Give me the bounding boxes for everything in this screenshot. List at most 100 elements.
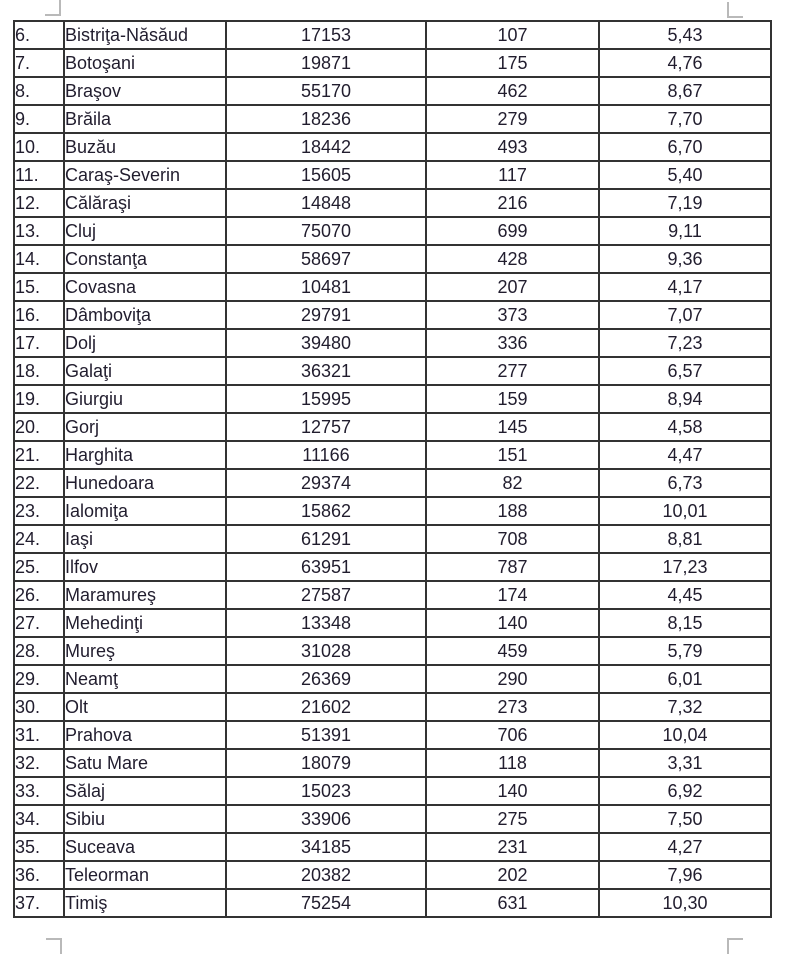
county-name-cell: Dolj xyxy=(63,328,227,358)
value-b-cell: 787 xyxy=(425,552,600,582)
value-c-cell: 17,23 xyxy=(598,552,772,582)
table-row: 6. Bistriţa-Năsăud 17153 107 5,43 xyxy=(13,20,772,50)
row-number-cell: 27. xyxy=(13,608,65,638)
row-number-cell: 33. xyxy=(13,776,65,806)
row-number-cell: 35. xyxy=(13,832,65,862)
county-name-cell: Hunedoara xyxy=(63,468,227,498)
value-c-cell: 4,47 xyxy=(598,440,772,470)
value-c-cell: 5,40 xyxy=(598,160,772,190)
row-number-cell: 31. xyxy=(13,720,65,750)
table-row: 20. Gorj 12757 145 4,58 xyxy=(13,412,772,442)
county-name-cell: Ialomiţa xyxy=(63,496,227,526)
row-number-cell: 7. xyxy=(13,48,65,78)
value-a-cell: 19871 xyxy=(225,48,427,78)
row-number-cell: 16. xyxy=(13,300,65,330)
row-number-cell: 22. xyxy=(13,468,65,498)
value-a-cell: 61291 xyxy=(225,524,427,554)
row-number-cell: 30. xyxy=(13,692,65,722)
value-b-cell: 174 xyxy=(425,580,600,610)
table-row: 13. Cluj 75070 699 9,11 xyxy=(13,216,772,246)
table-row: 17. Dolj 39480 336 7,23 xyxy=(13,328,772,358)
county-name-cell: Suceava xyxy=(63,832,227,862)
county-name-cell: Buzău xyxy=(63,132,227,162)
row-number-cell: 12. xyxy=(13,188,65,218)
county-name-cell: Prahova xyxy=(63,720,227,750)
value-a-cell: 11166 xyxy=(225,440,427,470)
row-number-cell: 17. xyxy=(13,328,65,358)
value-c-cell: 4,58 xyxy=(598,412,772,442)
value-a-cell: 15862 xyxy=(225,496,427,526)
table-row: 15. Covasna 10481 207 4,17 xyxy=(13,272,772,302)
county-name-cell: Dâmboviţa xyxy=(63,300,227,330)
value-b-cell: 336 xyxy=(425,328,600,358)
county-name-cell: Braşov xyxy=(63,76,227,106)
counties-table: 6. Bistriţa-Năsăud 17153 107 5,43 7. Bot… xyxy=(13,20,772,918)
value-b-cell: 279 xyxy=(425,104,600,134)
table-row: 23. Ialomiţa 15862 188 10,01 xyxy=(13,496,772,526)
value-b-cell: 117 xyxy=(425,160,600,190)
county-name-cell: Iaşi xyxy=(63,524,227,554)
value-b-cell: 202 xyxy=(425,860,600,890)
value-c-cell: 4,17 xyxy=(598,272,772,302)
table-row: 35. Suceava 34185 231 4,27 xyxy=(13,832,772,862)
county-name-cell: Cluj xyxy=(63,216,227,246)
value-b-cell: 373 xyxy=(425,300,600,330)
value-c-cell: 6,01 xyxy=(598,664,772,694)
value-a-cell: 75070 xyxy=(225,216,427,246)
value-c-cell: 8,67 xyxy=(598,76,772,106)
value-a-cell: 10481 xyxy=(225,272,427,302)
row-number-cell: 19. xyxy=(13,384,65,414)
row-number-cell: 25. xyxy=(13,552,65,582)
value-c-cell: 8,15 xyxy=(598,608,772,638)
row-number-cell: 6. xyxy=(13,20,65,50)
row-number-cell: 11. xyxy=(13,160,65,190)
county-name-cell: Ilfov xyxy=(63,552,227,582)
value-a-cell: 29791 xyxy=(225,300,427,330)
value-b-cell: 462 xyxy=(425,76,600,106)
table-row: 26. Maramureş 27587 174 4,45 xyxy=(13,580,772,610)
value-c-cell: 7,07 xyxy=(598,300,772,330)
table-row: 31. Prahova 51391 706 10,04 xyxy=(13,720,772,750)
value-a-cell: 18079 xyxy=(225,748,427,778)
value-b-cell: 159 xyxy=(425,384,600,414)
value-a-cell: 14848 xyxy=(225,188,427,218)
table-row: 30. Olt 21602 273 7,32 xyxy=(13,692,772,722)
value-a-cell: 15605 xyxy=(225,160,427,190)
value-c-cell: 7,70 xyxy=(598,104,772,134)
county-name-cell: Harghita xyxy=(63,440,227,470)
table-row: 21. Harghita 11166 151 4,47 xyxy=(13,440,772,470)
row-number-cell: 8. xyxy=(13,76,65,106)
value-b-cell: 231 xyxy=(425,832,600,862)
value-c-cell: 4,76 xyxy=(598,48,772,78)
value-b-cell: 140 xyxy=(425,608,600,638)
value-a-cell: 31028 xyxy=(225,636,427,666)
row-number-cell: 28. xyxy=(13,636,65,666)
value-c-cell: 9,36 xyxy=(598,244,772,274)
value-c-cell: 7,96 xyxy=(598,860,772,890)
value-c-cell: 5,43 xyxy=(598,20,772,50)
crop-mark-top-left xyxy=(45,0,61,16)
county-name-cell: Giurgiu xyxy=(63,384,227,414)
value-a-cell: 75254 xyxy=(225,888,427,918)
value-a-cell: 51391 xyxy=(225,720,427,750)
value-b-cell: 175 xyxy=(425,48,600,78)
county-name-cell: Teleorman xyxy=(63,860,227,890)
value-c-cell: 7,32 xyxy=(598,692,772,722)
table-row: 36. Teleorman 20382 202 7,96 xyxy=(13,860,772,890)
value-c-cell: 7,23 xyxy=(598,328,772,358)
crop-mark-bottom-left xyxy=(46,938,62,954)
value-c-cell: 6,57 xyxy=(598,356,772,386)
value-b-cell: 140 xyxy=(425,776,600,806)
row-number-cell: 26. xyxy=(13,580,65,610)
value-b-cell: 493 xyxy=(425,132,600,162)
row-number-cell: 32. xyxy=(13,748,65,778)
county-name-cell: Covasna xyxy=(63,272,227,302)
row-number-cell: 29. xyxy=(13,664,65,694)
county-name-cell: Caraş-Severin xyxy=(63,160,227,190)
county-name-cell: Brăila xyxy=(63,104,227,134)
row-number-cell: 24. xyxy=(13,524,65,554)
table-row: 33. Sălaj 15023 140 6,92 xyxy=(13,776,772,806)
table-row: 10. Buzău 18442 493 6,70 xyxy=(13,132,772,162)
value-c-cell: 9,11 xyxy=(598,216,772,246)
row-number-cell: 15. xyxy=(13,272,65,302)
